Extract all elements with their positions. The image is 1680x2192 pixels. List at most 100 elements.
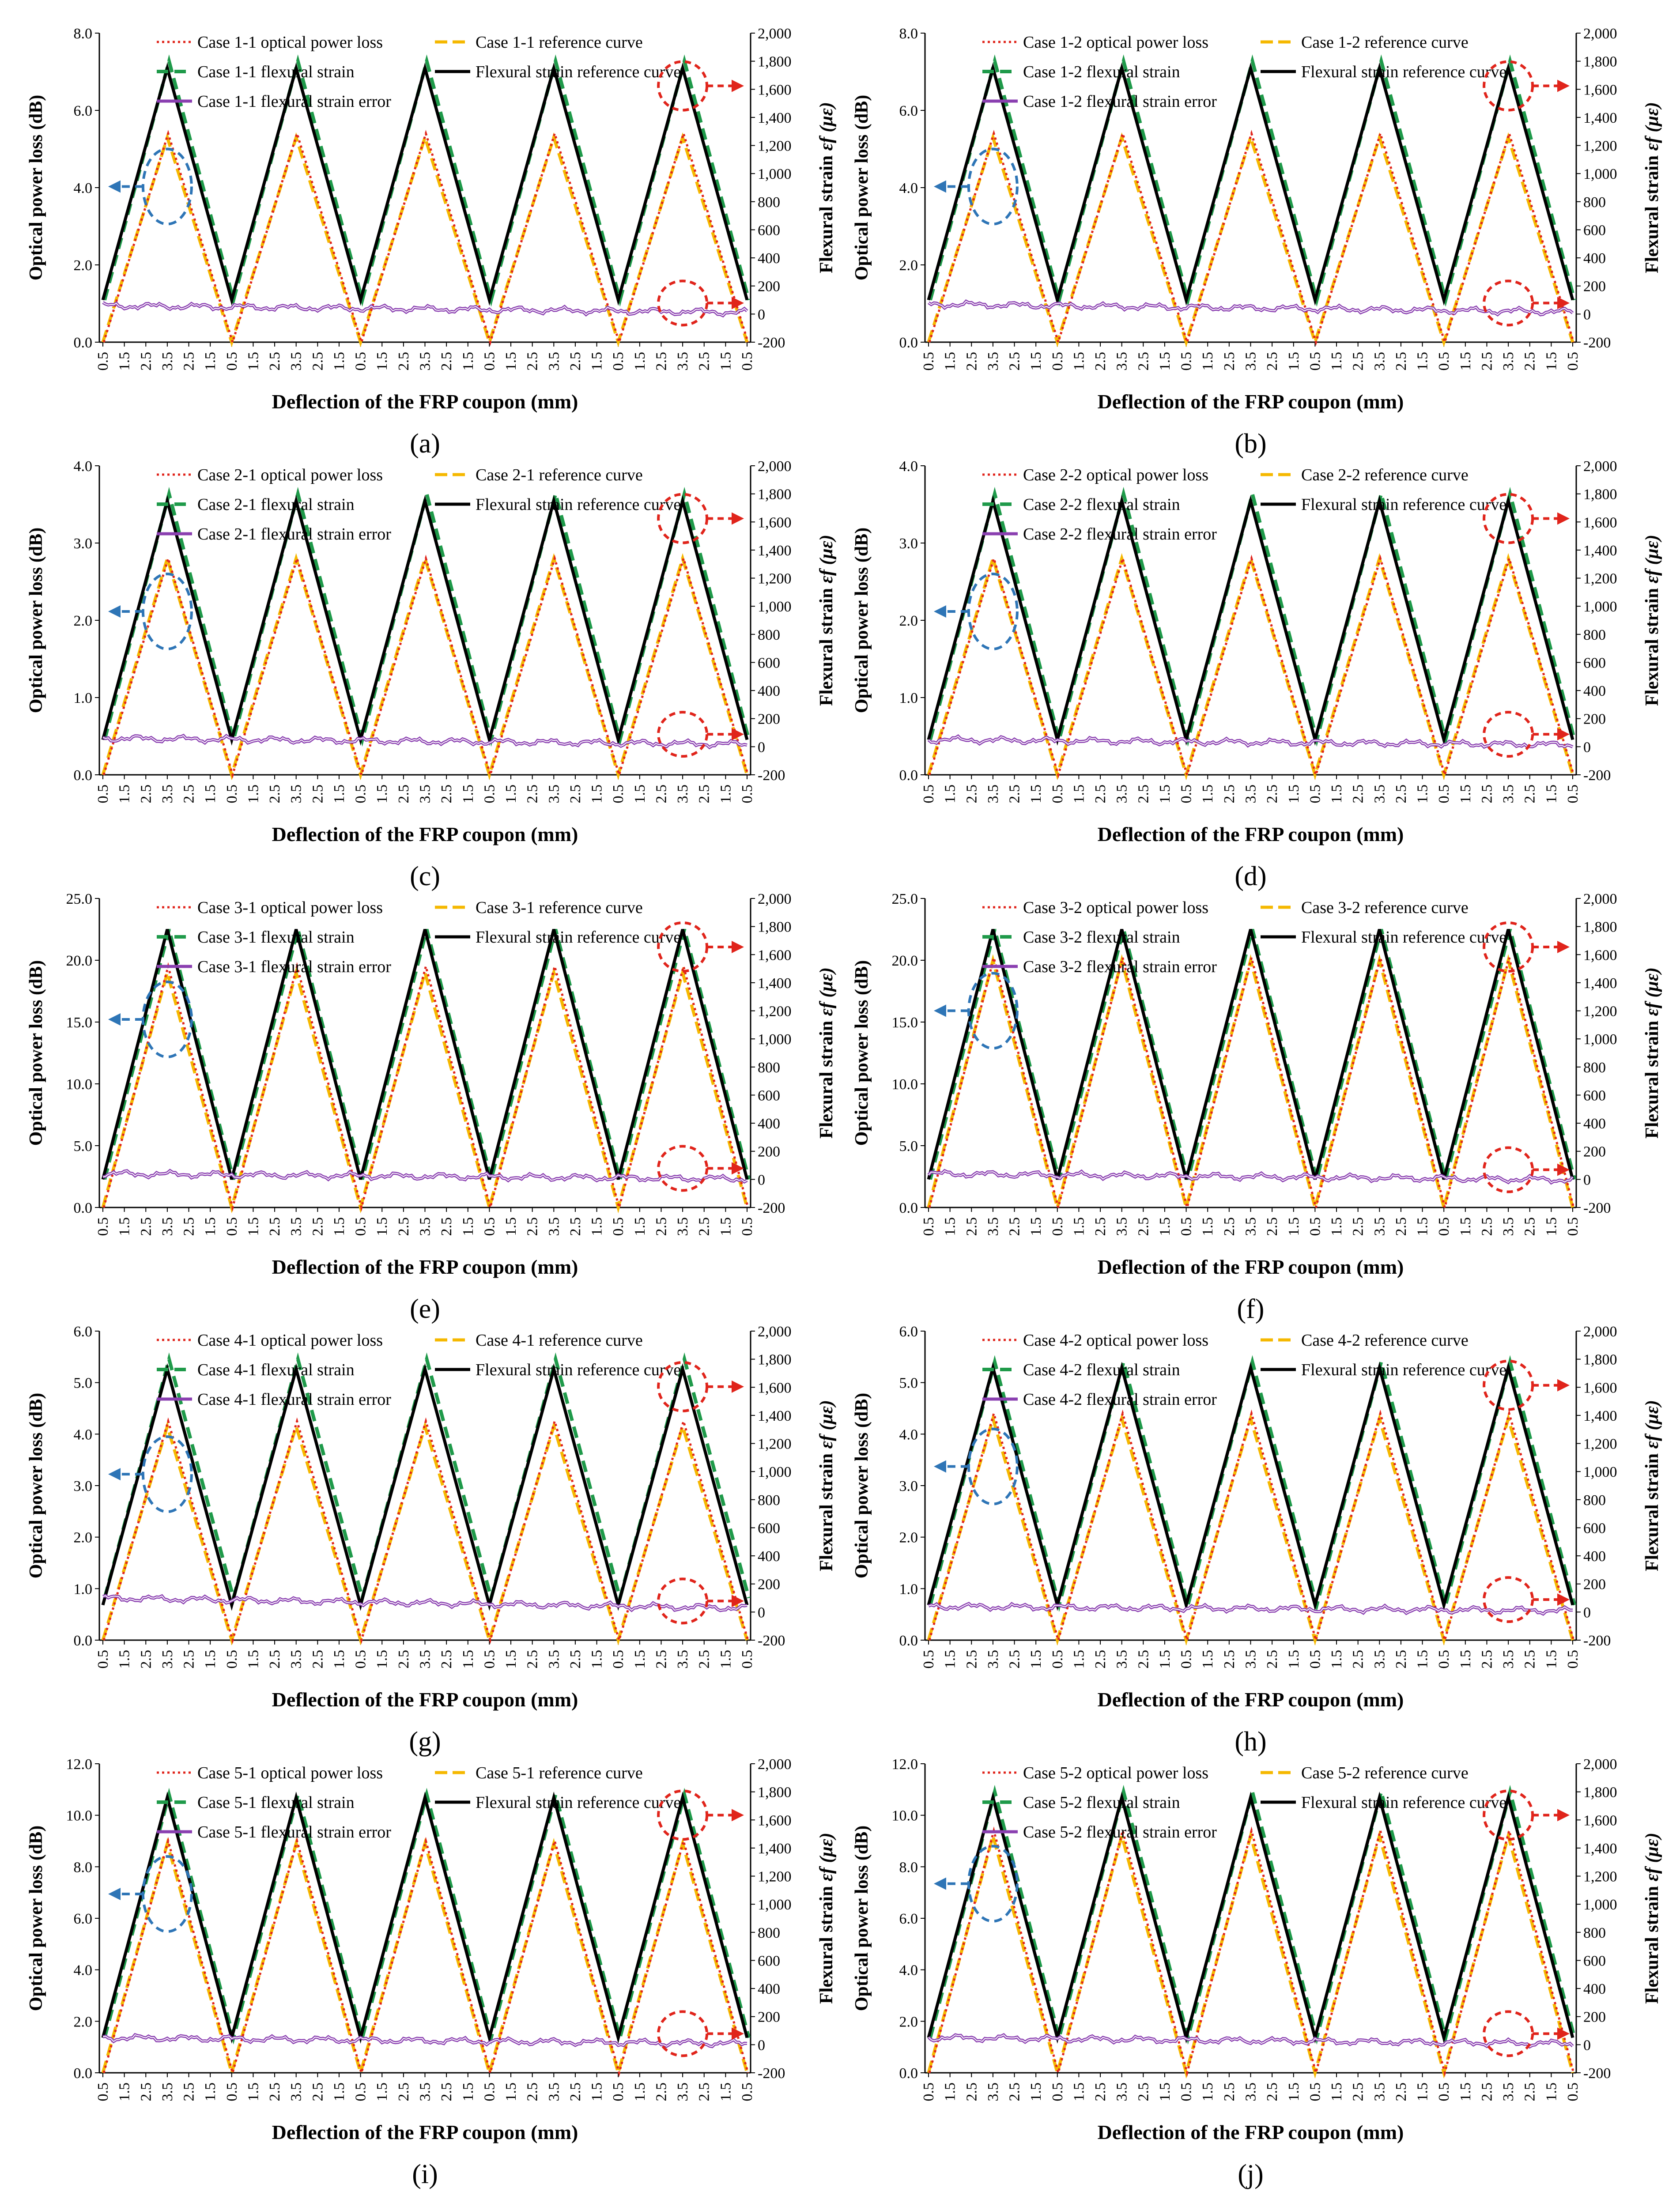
x-tick-label: 2.5 (1350, 352, 1367, 371)
right-axis-arrow-head (1557, 941, 1570, 953)
x-axis-title: Deflection of the FRP coupon (mm) (1098, 1688, 1404, 1711)
x-tick-label: 0.5 (1050, 352, 1066, 371)
left-tick-label: 5.0 (899, 1138, 918, 1154)
x-tick-label: 2.5 (696, 1650, 713, 1669)
x-tick-label: 1.5 (632, 1650, 648, 1669)
left-tick-label: 4.0 (74, 180, 93, 196)
legend-label: Case 3-2 flexural strain (1023, 928, 1180, 947)
x-tick-label: 0.5 (921, 2083, 937, 2101)
x-tick-label: 0.5 (1436, 352, 1452, 371)
x-tick-label: 1.5 (117, 1217, 133, 1236)
x-tick-label: 3.5 (675, 1650, 691, 1669)
x-tick-label: 1.5 (942, 785, 959, 804)
right-tick-label: 1,400 (758, 543, 792, 559)
x-tick-label: 2.5 (1393, 2083, 1409, 2101)
right-axis-arrow-head (732, 512, 744, 525)
right-tick-label: 1,200 (1583, 571, 1617, 587)
right-tick-label: 1,200 (758, 138, 792, 155)
x-tick-label: 2.5 (1350, 2083, 1367, 2101)
x-tick-label: 2.5 (396, 1650, 412, 1669)
right-tick-label: -200 (758, 767, 785, 784)
x-tick-label: 2.5 (1007, 352, 1023, 371)
x-tick-label: 1.5 (245, 785, 261, 804)
y-axis-right-symbol: εf (1642, 565, 1662, 584)
series-flexural-strain-reference (927, 1791, 1574, 2044)
x-tick-label: 2.5 (1092, 352, 1109, 371)
y-axis-left-title: Optical power loss (dB) (26, 95, 46, 280)
x-axis-title: Deflection of the FRP coupon (mm) (272, 2121, 578, 2143)
x-tick-label: 1.5 (1028, 1650, 1044, 1669)
x-tick-label: 3.5 (1500, 1217, 1517, 1236)
right-tick-label: 400 (758, 1981, 780, 1997)
x-tick-label: 3.5 (675, 352, 691, 371)
x-tick-label: 0.5 (353, 352, 369, 371)
y-axis-right-title-text: Flexural strain (1642, 583, 1662, 706)
x-tick-label: 2.5 (1522, 785, 1538, 804)
right-tick-label: 800 (1583, 627, 1606, 643)
legend-label: Case 5-2 flexural strain (1023, 1793, 1180, 1812)
x-tick-label: 3.5 (985, 352, 1001, 371)
left-tick-label: 10.0 (66, 1076, 93, 1093)
right-axis-arrow-head (1557, 512, 1570, 525)
left-tick-label: 12.0 (66, 1756, 93, 1773)
x-tick-label: 1.5 (503, 1650, 519, 1669)
x-tick-label: 2.5 (1479, 352, 1495, 371)
x-tick-label: 0.5 (1307, 2083, 1323, 2101)
x-tick-label: 2.5 (267, 1217, 283, 1236)
right-tick-label: 1,400 (758, 975, 792, 992)
right-tick-label: -200 (1583, 1633, 1611, 1649)
right-tick-label: 800 (758, 194, 780, 211)
x-tick-label: 3.5 (288, 352, 305, 371)
error-arrow-head (732, 297, 744, 309)
right-tick-label: 1,800 (1583, 487, 1617, 503)
chart-panel-3-1: 0.0 5.0 10.0 15.0 20.0 25.0 -200 0 200 400 600 800 1… (26, 891, 837, 1324)
x-tick-label: 3.5 (1114, 1650, 1130, 1669)
series-flexural-strain-error (102, 2033, 748, 2049)
x-tick-label: 3.5 (985, 1650, 1001, 1669)
x-tick-label: 0.5 (1178, 352, 1195, 371)
x-tick-label: 2.5 (653, 2083, 669, 2101)
x-tick-label: 0.5 (1565, 2083, 1581, 2101)
x-tick-label: 2.5 (1522, 352, 1538, 371)
x-tick-label: 0.5 (1050, 1217, 1066, 1236)
right-tick-label: 1,600 (1583, 82, 1617, 98)
x-tick-label: 3.5 (417, 1217, 434, 1236)
x-tick-label: 2.5 (1350, 1217, 1367, 1236)
x-tick-label: 2.5 (138, 1650, 154, 1669)
x-tick-label: 0.5 (224, 2083, 240, 2101)
x-tick-label: 0.5 (739, 2083, 755, 2101)
legend-label: Flexural strain reference curve (476, 495, 681, 514)
right-tick-label: 1,600 (758, 1380, 792, 1396)
right-tick-label: 400 (758, 1116, 780, 1132)
left-tick-label: 0.0 (74, 767, 93, 784)
x-tick-label: 1.5 (1415, 1217, 1431, 1236)
left-tick-label: 12.0 (892, 1756, 918, 1773)
x-tick-label: 0.5 (95, 1650, 111, 1669)
y-axis-right-title-text: Flexural strain (1642, 1881, 1662, 2004)
left-tick-label: 0.0 (899, 767, 918, 784)
x-tick-label: 2.5 (396, 352, 412, 371)
series-flexural-strain-error-core (102, 1170, 748, 1183)
x-tick-label: 1.5 (1329, 785, 1345, 804)
left-tick-label: 8.0 (899, 26, 918, 42)
right-tick-label: 400 (758, 683, 780, 699)
x-tick-label: 1.5 (589, 2083, 605, 2101)
error-arrow-head (1557, 1593, 1570, 1606)
right-tick-label: 2,000 (1583, 1756, 1617, 1773)
x-tick-label: 0.5 (481, 785, 498, 804)
x-tick-label: 1.5 (1457, 2083, 1474, 2101)
right-tick-label: 1,200 (758, 1436, 792, 1453)
left-axis-arrow-head (934, 1460, 946, 1473)
right-tick-label: 1,000 (1583, 599, 1617, 615)
series-flexural-strain (929, 929, 1576, 1180)
left-tick-label: 6.0 (899, 1324, 918, 1340)
y-axis-right-title-text: Flexural strain (816, 1881, 837, 2004)
x-tick-label: 1.5 (1457, 352, 1474, 371)
legend-label: Case 3-1 reference curve (476, 898, 643, 917)
left-axis-marker-ellipse (141, 1855, 193, 1933)
x-tick-label: 2.5 (1479, 2083, 1495, 2101)
x-tick-label: 1.5 (1157, 785, 1173, 804)
legend-label: Case 3-2 reference curve (1301, 898, 1469, 917)
right-tick-label: 2,000 (758, 26, 792, 42)
x-tick-label: 2.5 (138, 2083, 154, 2101)
